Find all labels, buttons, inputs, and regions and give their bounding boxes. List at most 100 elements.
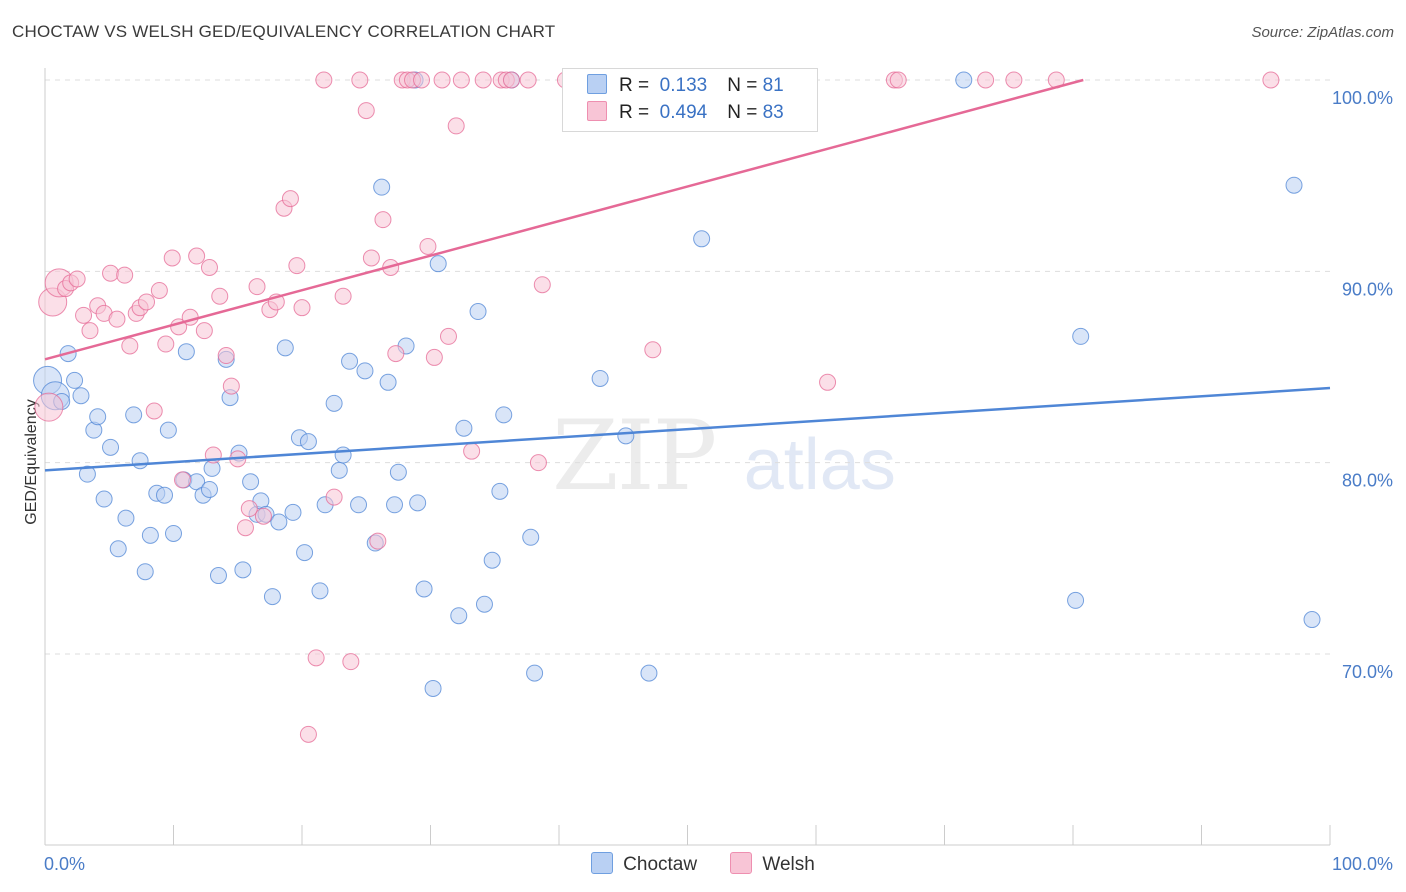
point-choctaw [475,595,493,613]
point-welsh [644,341,662,359]
point-welsh [299,725,317,743]
point-welsh [334,287,352,305]
source-credit: Source: ZipAtlas.com [1251,24,1394,41]
point-welsh [240,500,258,518]
legend-n-label: N = [727,75,758,96]
point-welsh [108,310,126,328]
point-choctaw [234,561,252,579]
watermark-atlas: atlas [743,425,896,505]
point-welsh [150,281,168,299]
point-welsh [195,322,213,340]
legend-swatch-choctaw [591,852,614,874]
point-welsh [387,345,405,363]
point-welsh [121,337,139,355]
point-choctaw [693,230,711,248]
legend-item-welsh: Welsh [730,852,815,876]
point-welsh [1262,71,1280,89]
point-choctaw [125,406,143,424]
series-legend: Choctaw Welsh [0,852,1406,876]
chart-title: CHOCTAW VS WELSH GED/EQUIVALENCY CORRELA… [12,22,556,41]
y-tick-label: 100.0% [1332,88,1393,108]
legend-r-label: R = [619,102,650,123]
point-welsh [81,322,99,340]
point-choctaw [424,679,442,697]
legend-r-value: 0.133 [659,75,708,96]
legend-n-label: N = [727,102,758,123]
point-choctaw [156,486,174,504]
legend-label-choctaw: Choctaw [623,854,698,875]
point-choctaw [89,408,107,426]
point-welsh [236,519,254,537]
point-welsh [163,249,181,267]
point-welsh [447,117,465,135]
point-choctaw [1072,327,1090,345]
point-choctaw [159,421,177,439]
trend-line-welsh [44,78,1084,361]
point-choctaw [429,255,447,273]
point-welsh [68,270,86,288]
point-welsh [889,71,907,89]
point-choctaw [66,371,84,389]
y-tick-label: 80.0% [1342,471,1393,491]
trend-line-choctaw [44,386,1331,472]
point-welsh [977,71,995,89]
point-choctaw [955,71,973,89]
point-choctaw [450,607,468,625]
point-choctaw [389,463,407,481]
point-choctaw [284,503,302,521]
point-welsh [325,488,343,506]
point-choctaw [617,427,635,445]
watermark: ZIP atlas [552,400,896,512]
point-welsh [474,71,492,89]
point-welsh [102,264,120,282]
point-choctaw [270,513,288,531]
point-welsh [463,442,481,460]
point-welsh [502,71,520,89]
legend-n-value: 83 [762,102,784,123]
point-welsh [138,293,156,311]
legend-r-label: R = [619,75,650,96]
point-choctaw [131,452,149,470]
point-choctaw [117,509,135,527]
point-choctaw [296,544,314,562]
point-choctaw [469,303,487,321]
point-choctaw [409,494,427,512]
point-welsh [433,71,451,89]
point-choctaw [591,369,609,387]
legend-swatch-welsh [730,852,753,874]
point-welsh [315,71,333,89]
point-choctaw [379,373,397,391]
point-welsh [425,348,443,366]
point-welsh [217,347,235,365]
point-welsh [413,71,431,89]
point-choctaw [330,461,348,479]
point-choctaw [1303,611,1321,629]
point-welsh [533,276,551,294]
point-choctaw [341,352,359,370]
point-welsh [222,377,240,395]
point-choctaw [495,406,513,424]
point-choctaw [311,582,329,600]
point-choctaw [177,343,195,361]
point-choctaw [263,588,281,606]
point-choctaw [78,465,96,483]
point-choctaw [526,664,544,682]
point-welsh [288,257,306,275]
y-axis-label: GED/Equivalency [23,399,40,524]
point-welsh [439,327,457,345]
point-choctaw [209,567,227,585]
point-welsh [188,247,206,265]
point-choctaw [491,482,509,500]
x-tick-label: 100.0% [1332,854,1393,874]
legend-swatch-choctaw [587,74,607,94]
point-welsh [281,190,299,208]
legend-row-choctaw: R = 0.133 N = 81 [587,74,784,102]
point-welsh [307,649,325,667]
point-welsh [362,249,380,267]
point-welsh [1005,71,1023,89]
legend-row-welsh: R = 0.494 N = 83 [587,101,784,129]
point-choctaw [102,438,120,456]
point-welsh [254,507,272,525]
point-welsh [519,71,537,89]
point-choctaw [141,526,159,544]
